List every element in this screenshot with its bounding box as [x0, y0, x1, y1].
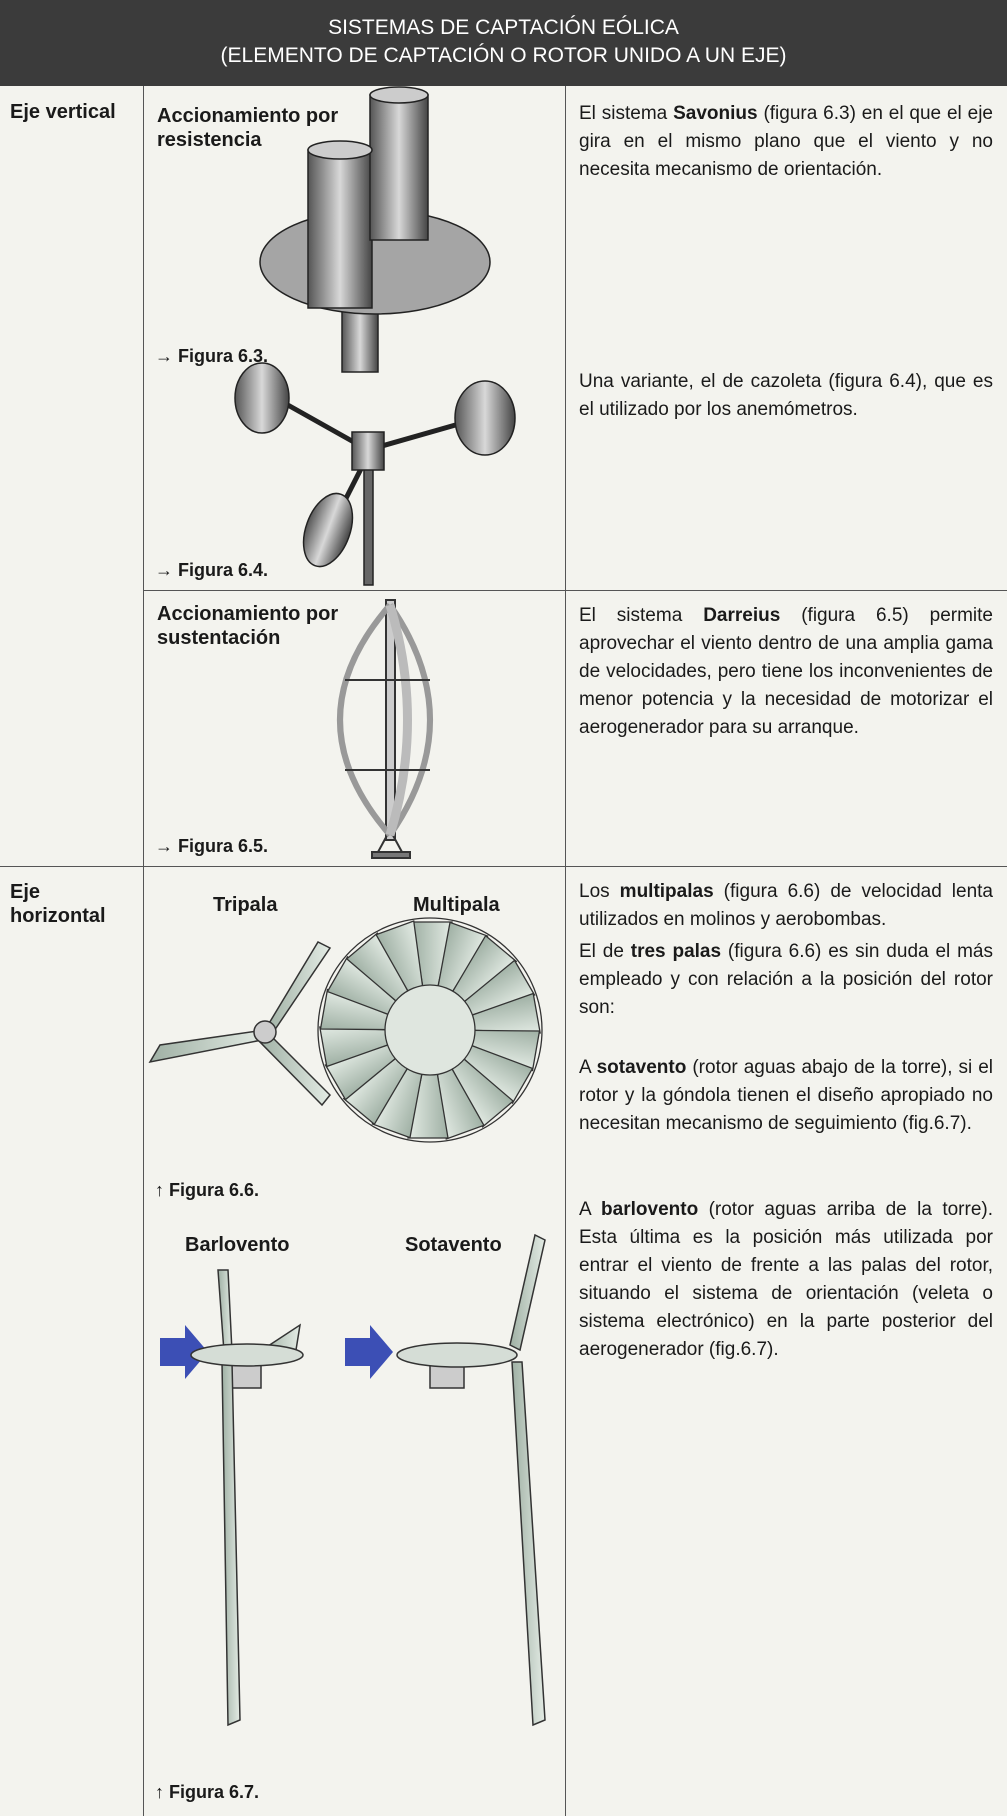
axis-label: Eje vertical	[10, 101, 116, 123]
text-run: Los	[579, 881, 620, 902]
figure-label: Barlovento	[185, 1234, 290, 1256]
axis-label: Eje horizontal	[10, 881, 106, 927]
text-run: El de	[579, 941, 631, 962]
text-run: (rotor aguas arriba de la torre). Esta ú…	[579, 1199, 993, 1360]
text-run: (figura 6.3) en el que el eje gira en el…	[579, 103, 993, 180]
figure-caption: ↑ Figura 6.6.	[155, 1180, 260, 1200]
subheading: Accionamiento por resistencia	[157, 105, 339, 151]
bold-term: sotavento	[596, 1057, 687, 1078]
bold-term: multipalas	[619, 881, 714, 902]
paragraph: El sistema Darreius (figura 6.5) permite…	[579, 602, 993, 742]
paragraph: El sistema Savonius (figura 6.3) en el q…	[579, 100, 993, 184]
row-rule	[0, 866, 1007, 867]
bold-term: Darreius	[703, 605, 781, 626]
figure-label: Tripala	[213, 894, 278, 916]
paragraph: A barlovento (rotor aguas arriba de la t…	[579, 1196, 993, 1364]
header-line: SISTEMAS DE CAPTACIÓN EÓLICA	[328, 16, 679, 39]
subheading: Accionamiento por sustentación	[157, 603, 339, 649]
text-run: El sistema	[579, 605, 704, 626]
barlovento-turbine	[160, 1269, 304, 1727]
column-rule	[143, 86, 144, 1816]
figure-caption: → Figura 6.5.	[155, 836, 269, 856]
text-run: (rotor aguas abajo de la torre), si el r…	[579, 1057, 993, 1134]
row-rule	[143, 590, 1007, 591]
text-run: (figura 6.5) permite aprovechar el vient…	[579, 605, 993, 738]
figure-label: Multipala	[413, 894, 500, 916]
cup-anemometer	[234, 362, 516, 586]
darrieus-rotor	[337, 599, 433, 859]
paragraph: A sotavento (rotor aguas abajo de la tor…	[579, 1054, 993, 1138]
header: SISTEMAS DE CAPTACIÓN EÓLICA (ELEMENTO D…	[0, 0, 1007, 86]
savonius-rotor	[259, 86, 491, 373]
paragraph: Los multipalas (figura 6.6) de velocidad…	[579, 878, 993, 934]
multipala-hub	[384, 984, 476, 1076]
text-run: A	[579, 1057, 597, 1078]
figure-caption: → Figura 6.4.	[155, 560, 269, 580]
figure-caption: ↑ Figura 6.7.	[155, 1782, 260, 1802]
column-rule	[565, 86, 566, 1816]
paragraph: El de tres palas (figura 6.6) es sin dud…	[579, 938, 993, 1022]
text-run: A	[579, 1199, 602, 1220]
figure-caption: → Figura 6.3.	[155, 346, 269, 366]
bold-term: tres palas	[630, 941, 722, 962]
sotavento-turbine	[345, 1233, 546, 1727]
text-run: (figura 6.6) de velocidad lenta utilizad…	[579, 881, 993, 930]
figure-label: Sotavento	[405, 1234, 502, 1256]
text-run: El sistema	[579, 103, 674, 124]
bold-term: barlovento	[601, 1199, 699, 1220]
header-line: (ELEMENTO DE CAPTACIÓN O ROTOR UNIDO A U…	[220, 44, 787, 67]
text-run: Una variante, el de cazoleta (figura 6.4…	[579, 371, 993, 420]
tripala-rotor	[148, 941, 332, 1107]
text-run: (figura 6.6) es sin duda el más empleado…	[579, 941, 993, 1018]
bold-term: Savonius	[673, 103, 758, 124]
paragraph: Una variante, el de cazoleta (figura 6.4…	[579, 368, 993, 424]
multipala-rotor	[317, 917, 543, 1143]
